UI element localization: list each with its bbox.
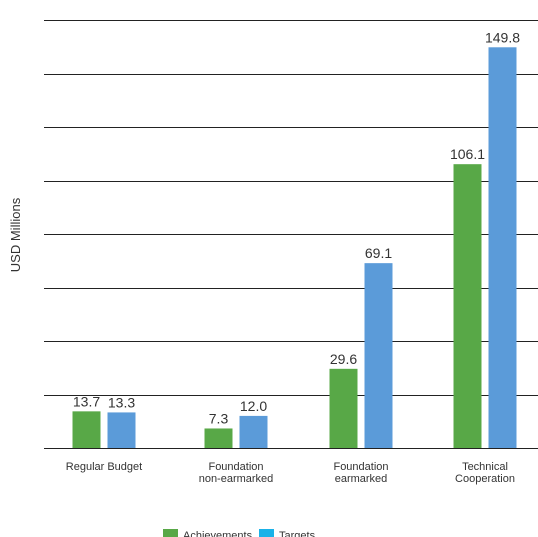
legend: Achievements Targets [163,529,316,537]
bar-achievements [204,428,233,448]
value-label: 13.7 [73,393,100,409]
gridlines [44,20,538,449]
bar-targets [107,412,136,448]
value-label: 13.3 [108,394,135,410]
category-label: Foundation non-earmarked [199,461,274,485]
value-labels: 13.7 13.3 7.3 12.0 29.6 69.1 106.1 149.8 [73,29,520,426]
bar-achievements [329,368,358,448]
legend-swatch-targets [259,529,274,537]
value-label: 7.3 [209,410,229,426]
bar-achievements [72,411,101,448]
bars [72,47,517,448]
y-axis-title: USD Millions [8,197,23,272]
value-label: 149.8 [485,29,520,45]
legend-swatch-achievements [163,529,178,537]
bar-achievements [453,164,482,448]
bar-targets [364,263,393,448]
category-label: Technical Cooperation [455,461,515,485]
category-label: Foundation earmarked [333,461,388,485]
category-labels: Regular Budget Foundation non-earmarked Fou… [66,461,515,485]
legend-label-achievements: Achievements [183,530,253,537]
value-label: 106.1 [450,146,485,162]
category-label: Regular Budget [66,461,142,473]
bar-targets [239,415,268,448]
legend-label-targets: Targets [279,530,316,537]
value-label: 29.6 [330,351,357,367]
bar-targets [488,47,517,448]
value-label: 12.0 [240,398,267,414]
value-label: 69.1 [365,245,392,261]
